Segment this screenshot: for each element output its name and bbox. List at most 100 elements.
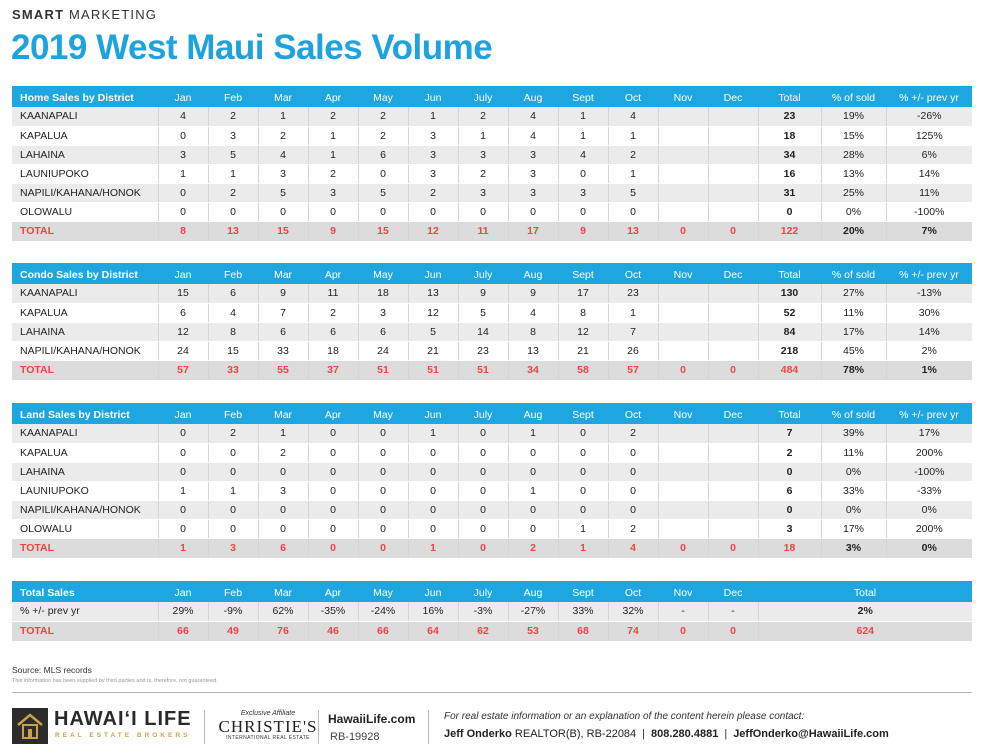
month-header: May: [358, 263, 408, 284]
month-value: 0: [558, 500, 609, 520]
month-value: 5: [458, 303, 509, 323]
home-sales-table: Home Sales by District Jan Feb Mar Apr May Jun…: [12, 86, 972, 242]
month-value: 0: [308, 462, 359, 482]
month-value: 0: [158, 462, 209, 482]
month-value: 9: [258, 284, 309, 304]
district-name: NAPILI/KAHANA/HONOK: [12, 500, 159, 520]
month-value: [708, 126, 759, 146]
month-value: 2: [408, 183, 459, 203]
pct-change-row: % +/- prev yr 29% -9% 62% -35% -24% 16% -3% -27%…: [12, 602, 972, 622]
agent-phone[interactable]: 808.280.4881: [651, 728, 719, 740]
month-value: 3: [408, 164, 459, 184]
month-value: 12: [558, 322, 609, 342]
month-value: 13: [508, 341, 559, 361]
month-header: Sept: [558, 86, 608, 107]
month-total: 0: [458, 538, 509, 559]
month-pct: 32%: [608, 602, 659, 622]
total-label: TOTAL: [12, 621, 159, 642]
month-value: [708, 443, 759, 463]
district-name: OLOWALU: [12, 519, 159, 539]
month-value: [658, 322, 709, 342]
month-value: 0: [558, 164, 609, 184]
month-header: Aug: [508, 86, 558, 107]
month-pct: 16%: [408, 602, 459, 622]
month-total: 58: [558, 360, 609, 381]
month-total: 0: [658, 621, 709, 642]
month-total: 17: [508, 221, 559, 242]
month-value: 0: [458, 481, 509, 501]
month-value: 2: [458, 164, 509, 184]
month-value: 0: [308, 519, 359, 539]
month-value: 12: [408, 303, 459, 323]
month-total: 11: [458, 221, 509, 242]
month-header: Dec: [708, 403, 758, 424]
row-total: 218: [758, 341, 822, 361]
month-total: 76: [258, 621, 309, 642]
month-value: 0: [308, 481, 359, 501]
pct-prev-total: 7%: [886, 221, 972, 242]
month-value: [658, 341, 709, 361]
header-row: Total Sales Jan Feb Mar Apr May Jun July Aug Sept…: [12, 581, 972, 602]
month-header: Jun: [408, 86, 458, 107]
website-link[interactable]: HawaiiLife.com: [328, 712, 416, 726]
month-pct: -: [708, 602, 759, 622]
month-header: Nov: [658, 263, 708, 284]
month-value: 0: [258, 500, 309, 520]
section-title: Land Sales by District: [12, 403, 158, 424]
month-value: 6: [308, 322, 359, 342]
month-value: 1: [308, 126, 359, 146]
month-total: 33: [208, 360, 259, 381]
district-name: KAANAPALI: [12, 284, 159, 304]
month-value: 0: [608, 500, 659, 520]
month-value: [658, 303, 709, 323]
month-header: Mar: [258, 263, 308, 284]
table-row: NAPILI/KAHANA/HONOK 24 15 33 18 24 21 23 13 21 26 2…: [12, 341, 972, 361]
row-total: 31: [758, 183, 822, 203]
month-value: [658, 500, 709, 520]
table-row: KAANAPALI 4 2 1 2 2 1 2 4 1 4 23 19% -26%: [12, 107, 972, 127]
divider: [204, 710, 205, 744]
month-header: Apr: [308, 263, 358, 284]
affiliate-tagline: INTERNATIONAL REAL ESTATE: [226, 735, 310, 741]
month-value: 1: [258, 107, 309, 127]
month-header: Aug: [508, 403, 558, 424]
month-value: 1: [158, 481, 209, 501]
month-value: [658, 126, 709, 146]
month-value: 0: [558, 424, 609, 444]
pct-sold: 27%: [821, 284, 887, 304]
month-value: 26: [608, 341, 659, 361]
pct-sold: 13%: [821, 164, 887, 184]
agent-email[interactable]: JeffOnderko@HawaiiLife.com: [733, 728, 889, 740]
month-value: 1: [208, 481, 259, 501]
month-value: 0: [258, 202, 309, 222]
month-value: 0: [458, 500, 509, 520]
month-total: 0: [658, 221, 709, 242]
table-row: LAHAINA 0 0 0 0 0 0 0 0 0 0 0 0% -100%: [12, 462, 972, 482]
month-value: 0: [208, 462, 259, 482]
total-header: Total: [758, 581, 972, 602]
month-pct: 33%: [558, 602, 609, 622]
month-value: 2: [608, 519, 659, 539]
month-value: 0: [408, 462, 459, 482]
month-total: 53: [508, 621, 559, 642]
month-value: 6: [208, 284, 259, 304]
month-value: 3: [508, 145, 559, 165]
month-value: 1: [508, 424, 559, 444]
month-value: [658, 481, 709, 501]
month-value: [658, 519, 709, 539]
brokerage-name: HAWAI‘I LIFE: [54, 708, 192, 730]
month-header: July: [458, 403, 508, 424]
month-total: 0: [708, 221, 759, 242]
district-name: LAUNIUPOKO: [12, 164, 159, 184]
month-value: 0: [458, 462, 509, 482]
table-row: KAANAPALI 15 6 9 11 18 13 9 9 17 23 130 27% -13%: [12, 284, 972, 304]
month-value: 5: [408, 322, 459, 342]
month-value: 3: [508, 164, 559, 184]
month-header: Feb: [208, 403, 258, 424]
month-value: 0: [208, 202, 259, 222]
table-row: LAHAINA 12 8 6 6 6 5 14 8 12 7 84 17% 14%: [12, 322, 972, 342]
month-header: Jun: [408, 581, 458, 602]
month-value: [658, 107, 709, 127]
pct-prev-header: % +/- prev yr: [886, 263, 972, 284]
month-total: 3: [208, 538, 259, 559]
